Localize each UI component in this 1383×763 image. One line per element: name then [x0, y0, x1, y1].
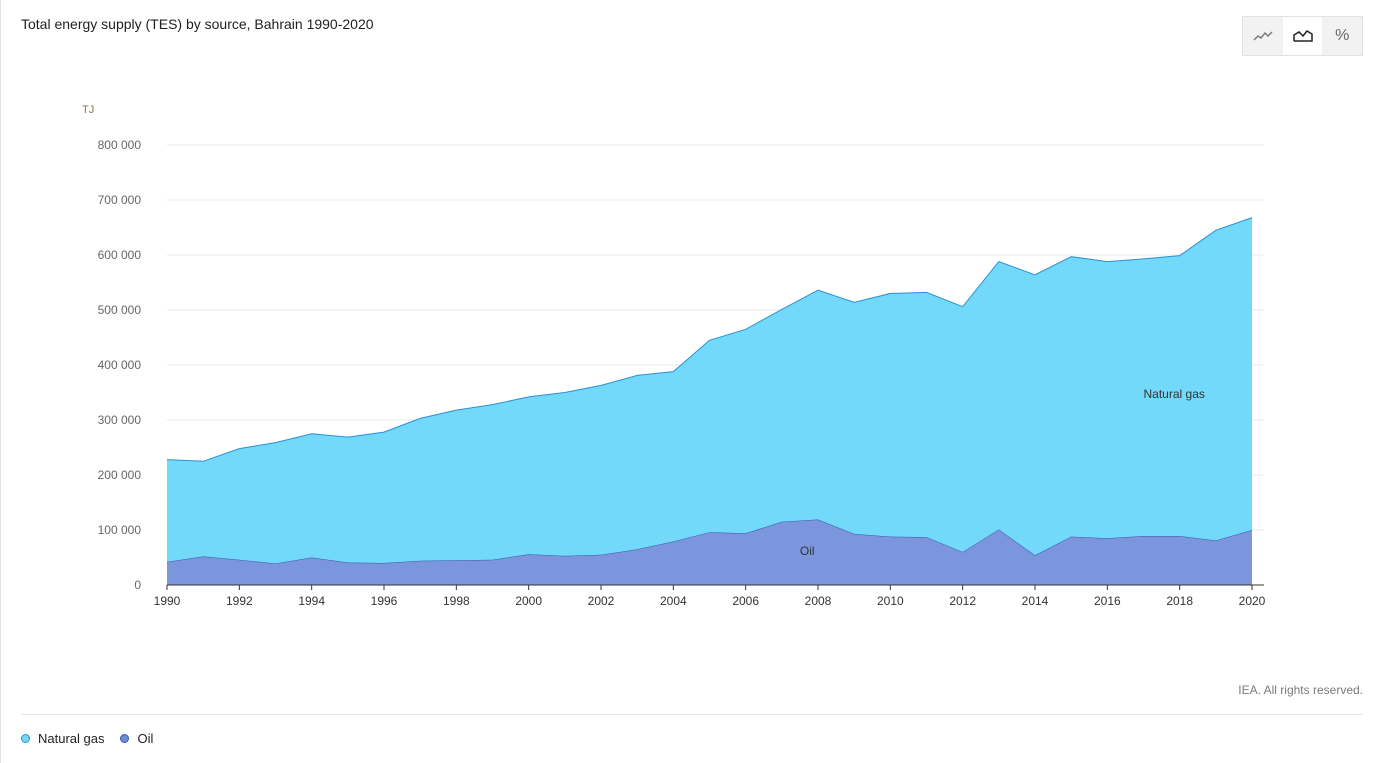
- x-tick-label: 2020: [1239, 594, 1266, 608]
- legend: Natural gas Oil: [21, 731, 169, 746]
- chart-type-toggle: %: [1242, 16, 1363, 56]
- line-chart-button[interactable]: [1243, 17, 1283, 55]
- x-tick-label: 1996: [371, 594, 398, 608]
- x-tick-label: 2006: [732, 594, 759, 608]
- x-tick-label: 2018: [1166, 594, 1193, 608]
- legend-label-oil: Oil: [137, 731, 154, 746]
- y-tick-label: 700 000: [98, 193, 142, 207]
- annotation-natural-gas: Natural gas: [1144, 387, 1205, 401]
- series-area-oil: [167, 519, 1252, 585]
- chart-title: Total energy supply (TES) by source, Bah…: [21, 16, 374, 32]
- x-tick-label: 2000: [515, 594, 542, 608]
- x-tick-label: 1992: [226, 594, 253, 608]
- legend-label-natural-gas: Natural gas: [38, 731, 105, 746]
- x-tick-label: 2008: [805, 594, 832, 608]
- area-chart-icon: [1292, 30, 1313, 42]
- x-tick-label: 2016: [1094, 594, 1121, 608]
- legend-dot-oil: [120, 734, 130, 743]
- y-tick-label: 400 000: [98, 358, 142, 372]
- y-tick-label: 300 000: [98, 413, 142, 427]
- legend-divider: [21, 714, 1363, 715]
- x-tick-label: 1990: [154, 594, 181, 608]
- series-line-natural-gas: [166, 217, 1253, 462]
- y-axis-label: TJ: [82, 104, 94, 116]
- x-tick-label: 2010: [877, 594, 904, 608]
- y-tick-label: 500 000: [98, 303, 142, 317]
- series-area-natural-gas: [167, 217, 1252, 564]
- area-chart: 0 100 000 200 000 300 000 400 000 500 000 600 …: [82, 104, 1266, 608]
- x-tick-label: 1998: [443, 594, 470, 608]
- copyright-notice: IEA. All rights reserved.: [1238, 683, 1363, 697]
- y-tick-label: 800 000: [98, 138, 142, 152]
- area-chart-button[interactable]: [1282, 17, 1323, 55]
- percent-button[interactable]: %: [1322, 17, 1362, 55]
- x-tick-label: 2012: [949, 594, 976, 608]
- y-tick-label: 100 000: [98, 523, 142, 537]
- legend-item-oil[interactable]: Oil: [120, 731, 153, 746]
- x-tick-label: 2004: [660, 594, 687, 608]
- percent-icon: %: [1335, 27, 1350, 44]
- y-tick-label: 200 000: [98, 468, 142, 482]
- x-tick-label: 2002: [588, 594, 615, 608]
- line-chart-icon: [1253, 31, 1273, 41]
- x-tick-label: 1994: [298, 594, 325, 608]
- legend-dot-natural-gas: [21, 734, 30, 743]
- y-tick-label: 0: [134, 578, 141, 592]
- legend-item-natural-gas[interactable]: Natural gas: [21, 731, 104, 746]
- y-tick-label: 600 000: [98, 248, 142, 262]
- annotation-oil: Oil: [800, 544, 815, 558]
- x-tick-label: 2014: [1022, 594, 1049, 608]
